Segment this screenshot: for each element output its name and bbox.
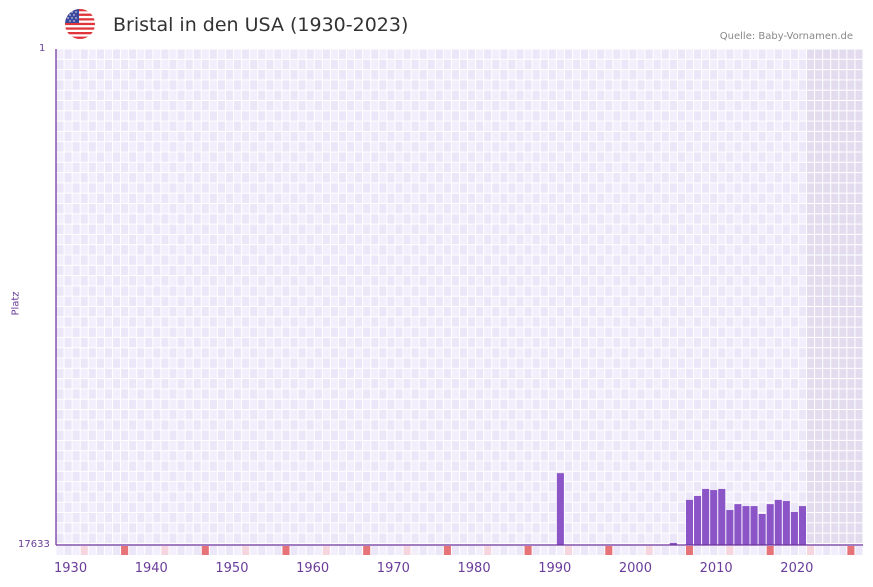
- y-tick-bottom: 17633: [18, 539, 50, 550]
- x-tick-1970: 1970: [376, 561, 410, 576]
- x-tick-2020: 2020: [780, 561, 814, 576]
- us-flag-icon: [65, 9, 95, 39]
- x-tick-1990: 1990: [538, 561, 572, 576]
- x-tick-2000: 2000: [618, 561, 652, 576]
- y-axis-title: Platz: [10, 291, 22, 316]
- chart-title: Bristal in den USA (1930-2023): [113, 14, 409, 36]
- x-tick-1950: 1950: [215, 561, 249, 576]
- y-tick-top: 1: [39, 43, 46, 54]
- x-tick-2010: 2010: [699, 561, 733, 576]
- x-tick-1960: 1960: [296, 561, 330, 576]
- x-tick-1980: 1980: [457, 561, 491, 576]
- x-tick-1930: 1930: [54, 561, 88, 576]
- x-tick-1940: 1940: [134, 561, 168, 576]
- source-label: Quelle: Baby-Vornamen.de: [719, 31, 853, 42]
